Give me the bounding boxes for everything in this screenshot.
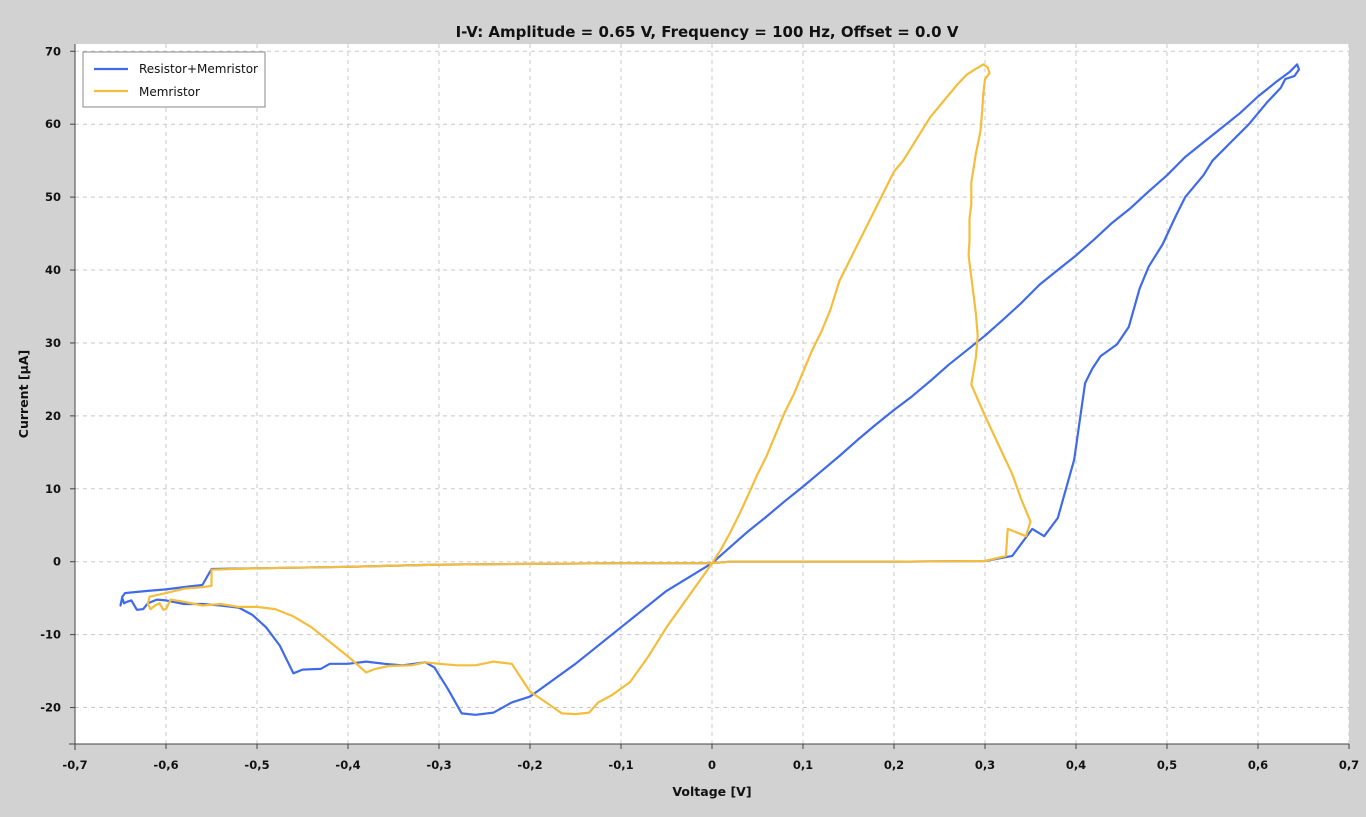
y-tick-label: 0 xyxy=(53,555,61,569)
y-tick-label: 20 xyxy=(45,409,61,423)
y-axis-label: Current [µA] xyxy=(16,350,31,438)
y-tick-label: 10 xyxy=(45,482,61,496)
x-tick-label: -0,2 xyxy=(517,758,542,772)
y-tick-label: 40 xyxy=(45,263,61,277)
x-tick-label: -0,6 xyxy=(153,758,178,772)
x-tick-label: -0,4 xyxy=(335,758,360,772)
x-tick-label: -0,3 xyxy=(426,758,451,772)
y-tick-label: 50 xyxy=(45,190,61,204)
legend-label-memristor: Memristor xyxy=(139,85,200,99)
x-tick-label: 0,2 xyxy=(884,758,904,772)
x-tick-label: 0,6 xyxy=(1248,758,1268,772)
y-axis-ticks: -20 -10 0 10 20 30 40 50 60 70 xyxy=(40,44,75,715)
x-tick-label: -0,1 xyxy=(608,758,633,772)
x-tick-label: 0,7 xyxy=(1339,758,1359,772)
x-tick-label: 0,5 xyxy=(1157,758,1177,772)
legend-label-resistor-memristor: Resistor+Memristor xyxy=(139,62,258,76)
x-tick-label: 0,1 xyxy=(793,758,813,772)
series-line-resistor-memristor xyxy=(119,63,1301,716)
y-tick-label: 30 xyxy=(45,336,61,350)
legend: Resistor+Memristor Memristor xyxy=(82,51,266,108)
y-tick-label: 60 xyxy=(45,117,61,131)
y-tick-label: 70 xyxy=(45,44,61,58)
x-axis-ticks: -0,7 -0,6 -0,5 -0,4 -0,3 -0,2 -0,1 0 0,1 0,2 0,3 0,… xyxy=(62,744,1359,772)
x-tick-label: -0,5 xyxy=(244,758,269,772)
chart-title: I-V: Amplitude = 0.65 V, Frequency = 100… xyxy=(456,23,959,41)
x-tick-label: 0 xyxy=(708,758,716,772)
series-line-memristor xyxy=(146,63,1032,716)
axes xyxy=(69,44,1349,750)
x-tick-label: 0,3 xyxy=(975,758,995,772)
legend-box xyxy=(82,51,266,108)
y-tick-label: -10 xyxy=(40,628,61,642)
x-tick-label: -0,7 xyxy=(62,758,87,772)
y-tick-label: -20 xyxy=(40,701,61,715)
x-tick-label: 0,4 xyxy=(1066,758,1086,772)
series-layer xyxy=(119,63,1301,716)
plot-area xyxy=(75,44,1349,744)
x-axis-label: Voltage [V] xyxy=(672,784,751,799)
